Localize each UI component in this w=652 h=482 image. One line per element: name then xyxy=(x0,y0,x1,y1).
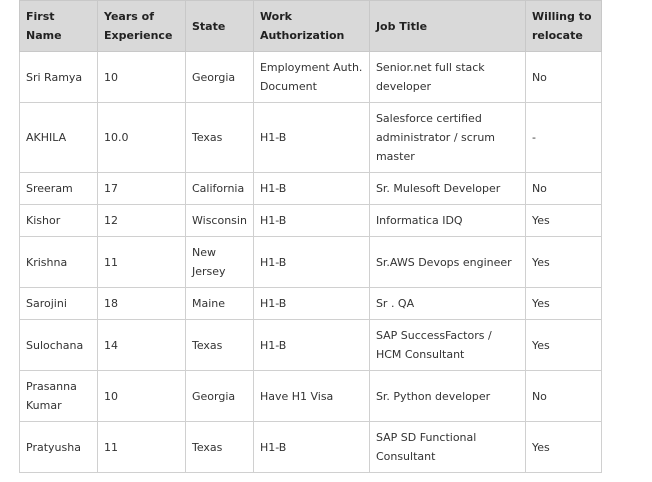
cell-job-title: Senior.net full stack developer xyxy=(368,51,526,103)
cell-job-title: SAP SD Functional Consultant xyxy=(368,421,526,473)
cell-years-of-experience: 10.0 xyxy=(97,102,186,173)
cell-job-title: SAP SuccessFactors / HCM Consultant xyxy=(368,319,526,371)
cell-state: Texas xyxy=(185,319,254,371)
cell-first-name: Sarojini xyxy=(19,287,98,320)
candidates-table: First Name Years of Experience State Wor… xyxy=(19,0,602,473)
cell-work-authorization: H1-B xyxy=(252,319,370,371)
cell-work-authorization: H1-B xyxy=(252,421,370,473)
table-row: Pratyusha 11 Texas H1-B SAP SD Functiona… xyxy=(19,421,602,473)
cell-job-title: Sr. Python developer xyxy=(368,370,526,422)
table-row: AKHILA 10.0 Texas H1-B Salesforce certif… xyxy=(19,102,602,173)
cell-first-name: Sulochana xyxy=(19,319,98,371)
cell-willing-to-relocate: No xyxy=(524,370,602,422)
cell-work-authorization: H1-B xyxy=(252,287,370,320)
cell-work-authorization: H1-B xyxy=(252,172,370,205)
cell-first-name: AKHILA xyxy=(19,102,98,173)
table-row: Sarojini 18 Maine H1-B Sr . QA Yes xyxy=(19,287,602,320)
table-row: Sulochana 14 Texas H1-B SAP SuccessFacto… xyxy=(19,319,602,371)
cell-work-authorization: Have H1 Visa xyxy=(252,370,370,422)
cell-years-of-experience: 17 xyxy=(97,172,186,205)
cell-state: Georgia xyxy=(185,51,254,103)
cell-job-title: Informatica IDQ xyxy=(368,204,526,237)
table-row: Kishor 12 Wisconsin H1-B Informatica IDQ… xyxy=(19,204,602,237)
cell-willing-to-relocate: No xyxy=(524,51,602,103)
cell-state: Georgia xyxy=(185,370,254,422)
table-row: Krishna 11 New Jersey H1-B Sr.AWS Devops… xyxy=(19,236,602,288)
cell-first-name: Kishor xyxy=(19,204,98,237)
table-header-row: First Name Years of Experience State Wor… xyxy=(19,0,602,52)
column-header-state: State xyxy=(185,0,254,52)
cell-first-name: Krishna xyxy=(19,236,98,288)
table-row: Sreeram 17 California H1-B Sr. Mulesoft … xyxy=(19,172,602,205)
cell-state: California xyxy=(185,172,254,205)
cell-job-title: Sr. Mulesoft Developer xyxy=(368,172,526,205)
cell-state: Texas xyxy=(185,102,254,173)
cell-first-name: Sri Ramya xyxy=(19,51,98,103)
column-header-years-of-experience: Years of Experience xyxy=(97,0,186,52)
cell-state: Texas xyxy=(185,421,254,473)
column-header-job-title: Job Title xyxy=(368,0,526,52)
cell-work-authorization: H1-B xyxy=(252,204,370,237)
cell-state: Maine xyxy=(185,287,254,320)
cell-job-title: Sr . QA xyxy=(368,287,526,320)
cell-willing-to-relocate: Yes xyxy=(524,204,602,237)
cell-willing-to-relocate: Yes xyxy=(524,319,602,371)
cell-state: New Jersey xyxy=(185,236,254,288)
cell-years-of-experience: 11 xyxy=(97,421,186,473)
table-row: Sri Ramya 10 Georgia Employment Auth. Do… xyxy=(19,51,602,103)
cell-work-authorization: Employment Auth. Document xyxy=(252,51,370,103)
cell-willing-to-relocate: - xyxy=(524,102,602,173)
cell-job-title: Salesforce certified administrator / scr… xyxy=(368,102,526,173)
cell-work-authorization: H1-B xyxy=(252,102,370,173)
cell-willing-to-relocate: Yes xyxy=(524,287,602,320)
cell-willing-to-relocate: Yes xyxy=(524,421,602,473)
cell-first-name: Sreeram xyxy=(19,172,98,205)
cell-years-of-experience: 11 xyxy=(97,236,186,288)
cell-first-name: Prasanna Kumar xyxy=(19,370,98,422)
column-header-work-authorization: Work Authorization xyxy=(252,0,370,52)
cell-years-of-experience: 10 xyxy=(97,370,186,422)
cell-years-of-experience: 18 xyxy=(97,287,186,320)
cell-job-title: Sr.AWS Devops engineer xyxy=(368,236,526,288)
column-header-willing-to-relocate: Willing to relocate xyxy=(524,0,602,52)
cell-years-of-experience: 12 xyxy=(97,204,186,237)
cell-willing-to-relocate: Yes xyxy=(524,236,602,288)
cell-years-of-experience: 10 xyxy=(97,51,186,103)
cell-work-authorization: H1-B xyxy=(252,236,370,288)
cell-willing-to-relocate: No xyxy=(524,172,602,205)
cell-years-of-experience: 14 xyxy=(97,319,186,371)
column-header-first-name: First Name xyxy=(19,0,98,52)
table-row: Prasanna Kumar 10 Georgia Have H1 Visa S… xyxy=(19,370,602,422)
cell-state: Wisconsin xyxy=(185,204,254,237)
cell-first-name: Pratyusha xyxy=(19,421,98,473)
